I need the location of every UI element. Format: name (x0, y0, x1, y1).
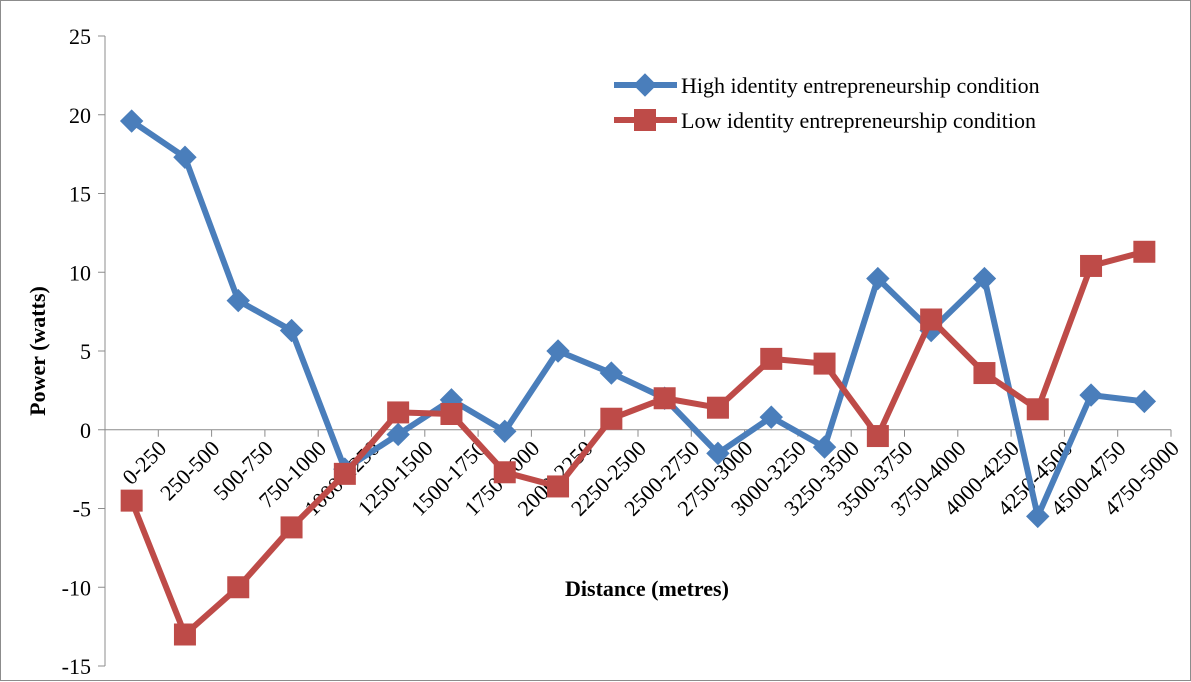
data-point-diamond (599, 361, 624, 385)
legend-label: Low identity entrepreneurship condition (681, 108, 1036, 133)
data-point-diamond (972, 266, 997, 291)
series-low-identity (120, 240, 1156, 646)
data-point-square (493, 461, 516, 484)
data-point-square (173, 623, 196, 646)
y-tick-label: -5 (73, 497, 91, 522)
data-point-square (973, 362, 996, 385)
x-tick-label: 250-500 (155, 436, 225, 506)
legend-marker (633, 73, 657, 97)
y-tick-label: 5 (80, 339, 91, 364)
data-point-diamond (812, 435, 837, 459)
legend: High identity entrepreneurship condition… (614, 73, 1040, 133)
series-line (128, 118, 1148, 520)
data-point-square (387, 401, 410, 424)
data-point-diamond (866, 266, 890, 291)
data-point-square (1080, 254, 1103, 277)
data-point-square (120, 489, 143, 512)
data-point-diamond (173, 145, 197, 169)
data-point-diamond (1079, 383, 1103, 407)
legend-item: High identity entrepreneurship condition (614, 73, 1040, 98)
y-axis: 25 20 15 10 5 0 -5 -10 -15 (62, 24, 106, 679)
series-high-identity (119, 109, 1157, 529)
plot-series (119, 109, 1157, 646)
data-point-square (760, 347, 783, 370)
data-point-square (1026, 398, 1049, 421)
y-tick-label: 20 (69, 103, 91, 128)
y-axis-title: Power (watts) (25, 286, 50, 416)
data-point-square (920, 308, 943, 331)
data-point-diamond (279, 318, 304, 343)
data-point-diamond (1132, 389, 1157, 414)
y-tick-label: 10 (69, 260, 91, 285)
data-point-square (706, 396, 729, 419)
y-tick-label: -10 (62, 575, 91, 600)
data-point-diamond (226, 288, 250, 313)
legend-label: High identity entrepreneurship condition (681, 73, 1040, 98)
data-point-square (280, 516, 303, 539)
data-point-diamond (119, 109, 144, 133)
x-axis-title: Distance (metres) (565, 576, 729, 601)
legend-marker (634, 109, 656, 131)
y-tick-label: 0 (80, 418, 91, 443)
data-point-square (333, 462, 356, 485)
data-point-diamond (1026, 504, 1050, 529)
data-point-diamond (493, 419, 517, 444)
data-point-square (1133, 240, 1156, 263)
legend-item: Low identity entrepreneurship condition (614, 108, 1036, 133)
data-point-square (547, 475, 570, 498)
data-point-square (653, 387, 676, 410)
data-point-diamond (386, 422, 410, 447)
data-point-diamond (546, 339, 570, 363)
data-point-diamond (759, 405, 783, 429)
y-tick-label: 15 (69, 182, 91, 207)
data-point-square (813, 352, 836, 375)
data-point-square (866, 425, 889, 448)
y-tick-label: 25 (69, 24, 91, 49)
data-point-square (440, 403, 463, 425)
data-point-diamond (706, 441, 730, 466)
y-tick-label: -15 (62, 654, 91, 679)
data-point-square (227, 576, 250, 599)
data-point-square (600, 407, 623, 430)
